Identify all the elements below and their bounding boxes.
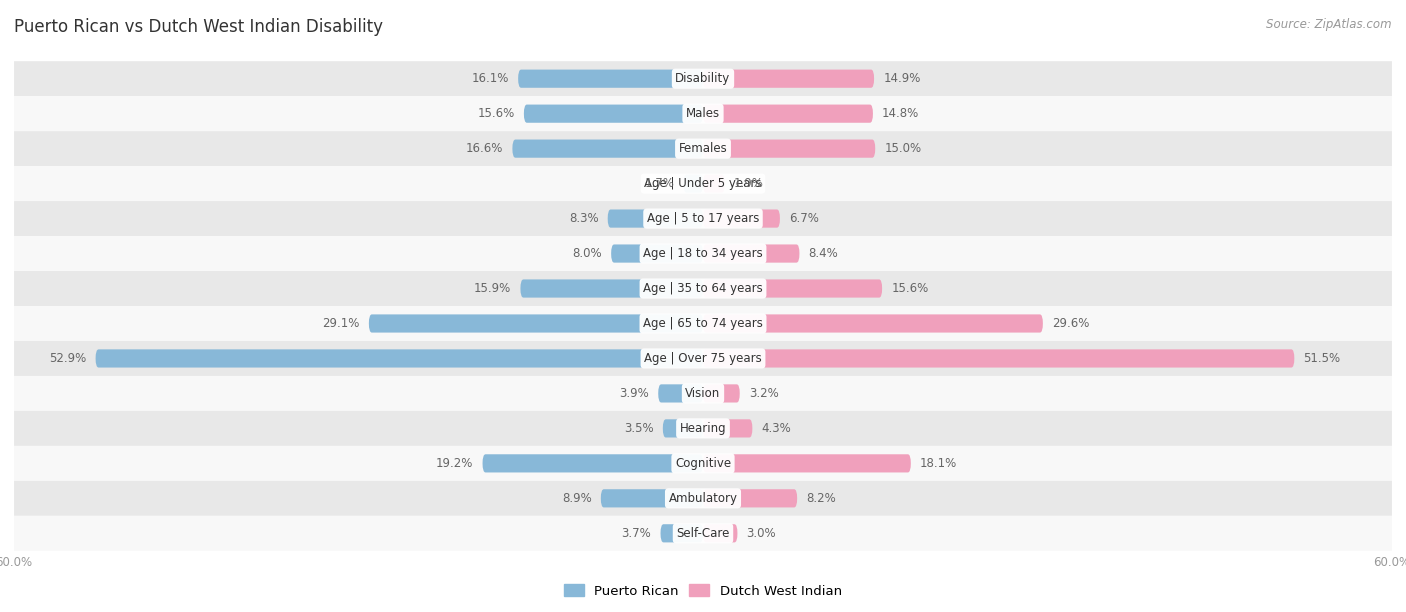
FancyBboxPatch shape (661, 524, 703, 542)
Text: 16.6%: 16.6% (465, 142, 503, 155)
Text: Vision: Vision (685, 387, 721, 400)
FancyBboxPatch shape (14, 516, 1392, 551)
FancyBboxPatch shape (14, 131, 1392, 166)
FancyBboxPatch shape (512, 140, 703, 158)
FancyBboxPatch shape (703, 280, 882, 297)
Text: Age | 18 to 34 years: Age | 18 to 34 years (643, 247, 763, 260)
FancyBboxPatch shape (96, 349, 703, 368)
Text: 3.2%: 3.2% (749, 387, 779, 400)
FancyBboxPatch shape (703, 244, 800, 263)
FancyBboxPatch shape (482, 454, 703, 472)
Text: 29.6%: 29.6% (1052, 317, 1090, 330)
Text: 14.8%: 14.8% (882, 107, 920, 120)
FancyBboxPatch shape (662, 419, 703, 438)
FancyBboxPatch shape (14, 271, 1392, 306)
FancyBboxPatch shape (368, 315, 703, 332)
Text: Puerto Rican vs Dutch West Indian Disability: Puerto Rican vs Dutch West Indian Disabi… (14, 18, 382, 36)
FancyBboxPatch shape (14, 201, 1392, 236)
Text: Hearing: Hearing (679, 422, 727, 435)
FancyBboxPatch shape (14, 306, 1392, 341)
FancyBboxPatch shape (703, 315, 1043, 332)
Text: Source: ZipAtlas.com: Source: ZipAtlas.com (1267, 18, 1392, 31)
FancyBboxPatch shape (703, 174, 725, 193)
Text: 1.9%: 1.9% (734, 177, 763, 190)
Text: 15.9%: 15.9% (474, 282, 512, 295)
FancyBboxPatch shape (703, 105, 873, 123)
Text: Cognitive: Cognitive (675, 457, 731, 470)
Text: Self-Care: Self-Care (676, 527, 730, 540)
Text: 3.9%: 3.9% (619, 387, 650, 400)
FancyBboxPatch shape (703, 349, 1295, 368)
Legend: Puerto Rican, Dutch West Indian: Puerto Rican, Dutch West Indian (558, 579, 848, 603)
Text: 8.4%: 8.4% (808, 247, 838, 260)
FancyBboxPatch shape (703, 140, 875, 158)
Text: 8.2%: 8.2% (807, 492, 837, 505)
Text: Males: Males (686, 107, 720, 120)
Text: 18.1%: 18.1% (920, 457, 957, 470)
FancyBboxPatch shape (612, 244, 703, 263)
FancyBboxPatch shape (14, 236, 1392, 271)
FancyBboxPatch shape (703, 524, 738, 542)
FancyBboxPatch shape (703, 70, 875, 88)
Text: 8.3%: 8.3% (569, 212, 599, 225)
FancyBboxPatch shape (14, 61, 1392, 96)
Text: Age | 5 to 17 years: Age | 5 to 17 years (647, 212, 759, 225)
FancyBboxPatch shape (658, 384, 703, 403)
FancyBboxPatch shape (14, 411, 1392, 446)
FancyBboxPatch shape (14, 96, 1392, 131)
FancyBboxPatch shape (519, 70, 703, 88)
Text: 8.9%: 8.9% (562, 492, 592, 505)
Text: 6.7%: 6.7% (789, 212, 818, 225)
FancyBboxPatch shape (607, 209, 703, 228)
FancyBboxPatch shape (14, 166, 1392, 201)
FancyBboxPatch shape (14, 341, 1392, 376)
FancyBboxPatch shape (520, 280, 703, 297)
Text: 3.7%: 3.7% (621, 527, 651, 540)
Text: 3.0%: 3.0% (747, 527, 776, 540)
Text: 14.9%: 14.9% (883, 72, 921, 85)
Text: Disability: Disability (675, 72, 731, 85)
Text: Age | 35 to 64 years: Age | 35 to 64 years (643, 282, 763, 295)
FancyBboxPatch shape (703, 489, 797, 507)
Text: Ambulatory: Ambulatory (668, 492, 738, 505)
Text: Age | Under 5 years: Age | Under 5 years (644, 177, 762, 190)
Text: 8.0%: 8.0% (572, 247, 602, 260)
Text: 15.0%: 15.0% (884, 142, 921, 155)
Text: 1.7%: 1.7% (644, 177, 675, 190)
FancyBboxPatch shape (14, 446, 1392, 481)
Text: 4.3%: 4.3% (762, 422, 792, 435)
Text: 52.9%: 52.9% (49, 352, 86, 365)
Text: Age | Over 75 years: Age | Over 75 years (644, 352, 762, 365)
Text: 29.1%: 29.1% (322, 317, 360, 330)
FancyBboxPatch shape (703, 384, 740, 403)
Text: 3.5%: 3.5% (624, 422, 654, 435)
FancyBboxPatch shape (703, 419, 752, 438)
FancyBboxPatch shape (703, 454, 911, 472)
FancyBboxPatch shape (524, 105, 703, 123)
Text: 51.5%: 51.5% (1303, 352, 1341, 365)
FancyBboxPatch shape (600, 489, 703, 507)
FancyBboxPatch shape (14, 481, 1392, 516)
Text: 15.6%: 15.6% (478, 107, 515, 120)
Text: 16.1%: 16.1% (471, 72, 509, 85)
FancyBboxPatch shape (14, 376, 1392, 411)
FancyBboxPatch shape (683, 174, 703, 193)
Text: Females: Females (679, 142, 727, 155)
Text: Age | 65 to 74 years: Age | 65 to 74 years (643, 317, 763, 330)
Text: 15.6%: 15.6% (891, 282, 928, 295)
FancyBboxPatch shape (703, 209, 780, 228)
Text: 19.2%: 19.2% (436, 457, 474, 470)
